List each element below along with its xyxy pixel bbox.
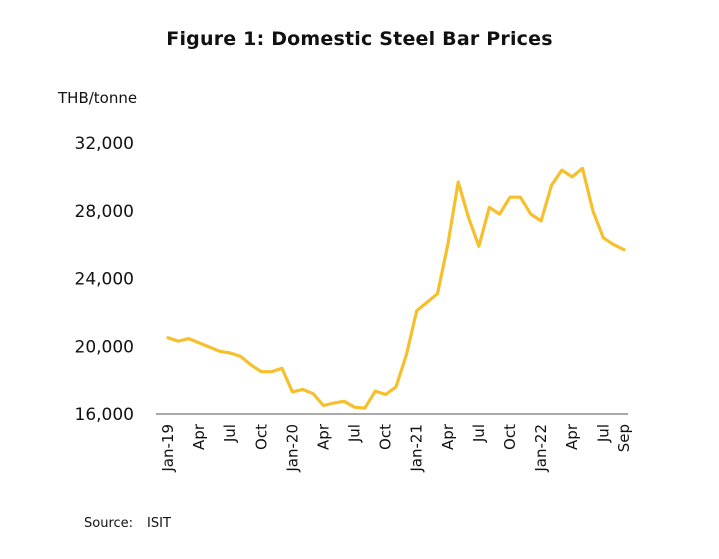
x-tick-label: Apr — [439, 423, 457, 450]
y-tick-label: 28,000 — [75, 202, 134, 222]
series-group — [166, 166, 626, 410]
x-tick-label: Jul — [594, 424, 612, 443]
x-tick-label: Jul — [346, 424, 364, 443]
x-tick-label: Apr — [314, 423, 332, 450]
x-tick-label: Jul — [470, 424, 488, 443]
x-tick-label: Oct — [377, 424, 395, 450]
x-tick-label: Jan-22 — [532, 424, 550, 473]
y-tick-label: 16,000 — [75, 405, 134, 425]
x-tick-label: Apr — [563, 423, 581, 450]
x-tick-label: Jan-20 — [283, 424, 301, 473]
y-axis-unit-label: THB/tonne — [58, 89, 138, 107]
series-line — [166, 166, 626, 410]
source-value: ISIT — [147, 516, 171, 531]
source-label: Source: — [84, 516, 134, 531]
x-tick-label: Sep — [615, 424, 633, 452]
x-tick-label: Oct — [252, 424, 270, 450]
y-tick-label: 32,000 — [75, 134, 134, 154]
chart-title: Figure 1: Domestic Steel Bar Prices — [166, 28, 553, 50]
y-axis-ticks: 16,000 20,000 24,000 28,000 32,000 — [75, 134, 134, 425]
x-tick-label: Jan-21 — [408, 424, 426, 473]
y-tick-label: 24,000 — [75, 270, 134, 290]
x-tick-label: Jan-19 — [159, 424, 177, 473]
x-tick-label: Apr — [190, 423, 208, 450]
y-tick-label: 20,000 — [75, 337, 134, 357]
source-note: Source: ISIT — [84, 516, 171, 531]
x-tick-label: Jul — [221, 424, 239, 443]
x-tick-label: Oct — [501, 424, 519, 450]
x-axis-ticks: Jan-19 Apr Jul Oct Jan-20 Apr Jul Oct Jan-21 Apr J… — [159, 423, 633, 472]
